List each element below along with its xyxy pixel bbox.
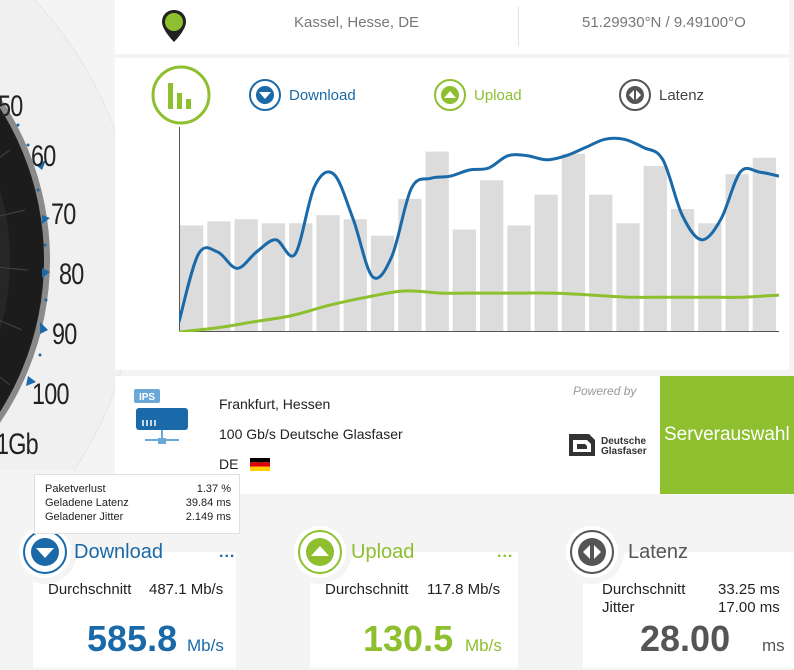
latency-jitter-label: Jitter [602, 599, 635, 616]
sponsor-name: Deutsche Glasfaser [601, 437, 647, 457]
legend-download-label: Download [289, 86, 356, 104]
chart-bar [207, 221, 231, 332]
upload-average-label: Durchschnitt [325, 581, 409, 598]
latency-average-label: Durchschnitt [602, 581, 686, 598]
tooltip-label: Paketverlust [45, 483, 106, 495]
tooltip-row: Geladene Latenz 39.84 ms [45, 496, 231, 510]
latency-card-icon [566, 526, 618, 578]
chart-bar [670, 209, 695, 332]
sponsor-name-line2: Glasfaser [601, 446, 647, 457]
upload-average-value: 117.8 Mb/s [427, 581, 501, 598]
tooltip-value: 39.84 ms [185, 497, 231, 509]
chart-bar [725, 174, 749, 332]
chart-bars-icon[interactable] [150, 64, 212, 126]
upload-result-card [310, 552, 518, 668]
legend-latency-label: Latenz [659, 86, 705, 104]
tooltip-row: Paketverlust 1.37 % [45, 482, 231, 496]
gauge-label-90: 90 [52, 318, 77, 351]
latency-unit: ms [762, 636, 785, 655]
upload-series-line [179, 289, 779, 332]
download-speed-unit: Mb/s [187, 636, 224, 655]
upload-more-button[interactable]: ... [497, 544, 514, 561]
chart-bar [589, 194, 613, 332]
download-more-button[interactable]: ... [219, 544, 236, 561]
location-bar [115, 0, 789, 54]
upload-arrow-icon [306, 538, 334, 566]
gauge-label-80: 80 [59, 258, 84, 291]
germany-flag-icon [250, 458, 270, 471]
tooltip-value: 2.149 ms [185, 511, 231, 523]
gauge-label-60: 60 [31, 140, 56, 173]
chart-bar [425, 151, 449, 332]
latency-value: 28.00 [640, 618, 731, 659]
chart-bar [643, 165, 667, 332]
latency-result-card [583, 552, 794, 668]
gauge-label-50: 50 [0, 90, 23, 123]
chart-bar [480, 180, 504, 332]
download-average-label: Durchschnitt [48, 581, 132, 598]
chart-bar [534, 194, 558, 332]
upload-speed-unit: Mb/s [465, 636, 502, 655]
tooltip-row: Geladener Jitter 2.149 ms [45, 510, 231, 524]
chart-bar [370, 235, 395, 332]
upload-card-title: Upload [351, 541, 415, 563]
speed-chart [179, 127, 779, 332]
server-select-label: Serverauswahl [664, 424, 790, 445]
legend-upload-label: Upload [474, 86, 522, 104]
server-isp: 100 Gb/s Deutsche Glasfaser [219, 426, 403, 442]
gauge-label-100: 100 [32, 378, 69, 411]
server-select-button[interactable]: Serverauswahl [660, 376, 794, 494]
ips-badge: IPS [139, 392, 155, 403]
stats-tooltip: Paketverlust 1.37 % Geladene Latenz 39.84 … [34, 474, 240, 534]
legend-download[interactable]: Download [249, 79, 356, 111]
download-icon [249, 79, 281, 111]
location-divider [518, 6, 519, 46]
chart-bar [343, 219, 367, 332]
download-card-title: Download [74, 541, 163, 563]
chart-bar [507, 225, 531, 332]
latency-average-value: 33.25 ms [718, 581, 780, 598]
latency-jitter-value: 17.00 ms [718, 599, 780, 616]
tooltip-label: Geladene Latenz [45, 497, 129, 509]
gauge-label-1gb: 1Gb [0, 428, 39, 461]
download-arrow-icon [31, 538, 59, 566]
chart-bar [289, 223, 313, 332]
server-country: DE [219, 456, 239, 472]
upload-icon [434, 79, 466, 111]
chart-bar [452, 229, 476, 332]
server-icon: IPS [134, 389, 188, 444]
chart-bar [234, 219, 258, 332]
sponsor-name-line1: Deutsche [601, 436, 647, 447]
legend-upload[interactable]: Upload [434, 79, 522, 111]
server-location: Frankfurt, Hessen [219, 396, 331, 412]
tooltip-value: 1.37 % [196, 483, 231, 495]
speedometer-dial [0, 0, 139, 470]
chart-bar [180, 225, 204, 332]
download-average-value: 487.1 Mb/s [149, 581, 224, 598]
chart-bar [261, 223, 286, 332]
gauge-label-70: 70 [51, 198, 76, 231]
chart-bar [752, 157, 776, 332]
latency-icon [619, 79, 651, 111]
chart-bar [398, 198, 422, 332]
latency-arrows-icon [578, 538, 606, 566]
upload-card-icon [294, 526, 346, 578]
location-coordinates: 51.29930°N / 9.49100°O [582, 14, 746, 31]
chart-bar [616, 223, 640, 332]
download-series-line [179, 136, 779, 323]
tooltip-label: Geladener Jitter [45, 511, 124, 523]
powered-by-label: Powered by [573, 384, 637, 398]
chart-bar [316, 215, 340, 332]
download-result-card [33, 552, 236, 668]
location-pin-icon [162, 10, 186, 42]
latency-card-title: Latenz [628, 541, 689, 563]
upload-speed-value: 130.5 [363, 618, 454, 659]
speedometer-gauge: 50 60 70 80 90 100 1Gb [0, 0, 140, 470]
chart-bar [561, 153, 586, 332]
chart-bar [698, 223, 722, 332]
deutsche-glasfaser-logo-icon [569, 434, 595, 456]
download-speed-value: 585.8 [87, 618, 178, 659]
legend-latency[interactable]: Latenz [619, 79, 705, 111]
location-city: Kassel, Hesse, DE [294, 14, 420, 31]
